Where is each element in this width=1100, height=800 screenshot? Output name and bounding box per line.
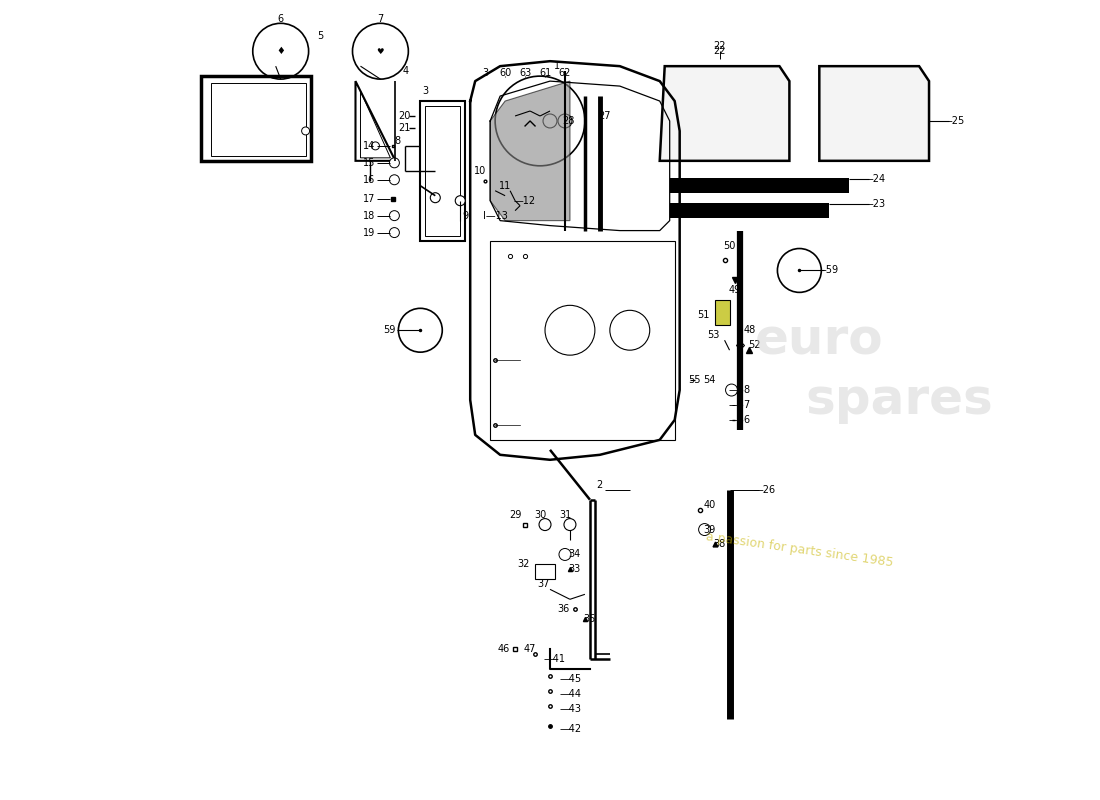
- Text: 49: 49: [728, 286, 740, 295]
- Text: 16: 16: [363, 174, 375, 185]
- Text: 1: 1: [553, 61, 560, 71]
- Text: 61: 61: [539, 68, 551, 78]
- Text: 52: 52: [748, 340, 761, 350]
- Text: 47: 47: [524, 644, 536, 654]
- Text: I—13: I—13: [483, 210, 507, 221]
- Text: 10: 10: [474, 166, 486, 176]
- Text: —12: —12: [514, 196, 536, 206]
- Circle shape: [558, 114, 572, 128]
- Circle shape: [389, 228, 399, 238]
- Circle shape: [455, 196, 465, 206]
- Text: 30: 30: [534, 510, 547, 520]
- Circle shape: [726, 384, 737, 396]
- Polygon shape: [660, 66, 790, 161]
- Polygon shape: [820, 66, 930, 161]
- Polygon shape: [491, 81, 570, 221]
- Text: 17: 17: [363, 194, 375, 204]
- Text: 22: 22: [713, 42, 726, 51]
- Text: —24: —24: [864, 174, 886, 184]
- Text: —45: —45: [560, 674, 582, 684]
- Text: 32: 32: [518, 559, 530, 570]
- Text: 7: 7: [377, 14, 384, 24]
- Text: 60: 60: [499, 68, 512, 78]
- Text: 21: 21: [398, 123, 410, 133]
- Text: spares: spares: [805, 376, 993, 424]
- Circle shape: [559, 549, 571, 561]
- Text: 11: 11: [499, 181, 512, 190]
- Text: —26: —26: [754, 485, 776, 494]
- Circle shape: [372, 142, 379, 150]
- Text: 4: 4: [403, 66, 408, 76]
- Text: 9: 9: [462, 210, 469, 221]
- Circle shape: [544, 306, 595, 355]
- FancyBboxPatch shape: [715, 300, 729, 326]
- Text: 5: 5: [318, 31, 323, 42]
- Circle shape: [539, 518, 551, 530]
- Text: 18: 18: [363, 210, 375, 221]
- Text: 35: 35: [584, 614, 596, 624]
- Text: —42: —42: [560, 724, 582, 734]
- Circle shape: [398, 308, 442, 352]
- Text: 27: 27: [598, 111, 612, 121]
- Text: 40: 40: [704, 500, 716, 510]
- Text: a passion for parts since 1985: a passion for parts since 1985: [705, 530, 894, 569]
- Text: 3: 3: [422, 86, 428, 96]
- Text: 20: 20: [398, 111, 410, 121]
- Text: 46: 46: [498, 644, 510, 654]
- Text: —56: —56: [728, 415, 750, 425]
- Text: 29: 29: [509, 510, 521, 520]
- Text: 31: 31: [559, 510, 571, 520]
- Text: 28: 28: [562, 116, 575, 126]
- Text: 39: 39: [704, 525, 716, 534]
- Text: 51: 51: [697, 310, 710, 320]
- Text: ♦: ♦: [276, 46, 285, 56]
- Text: —57: —57: [728, 400, 750, 410]
- Text: 50: 50: [724, 241, 736, 250]
- Text: 34: 34: [569, 550, 581, 559]
- Circle shape: [495, 76, 585, 166]
- Text: 6: 6: [277, 14, 284, 24]
- Text: 54: 54: [703, 375, 716, 385]
- Circle shape: [389, 174, 399, 185]
- Text: —23: —23: [864, 198, 886, 209]
- Text: 48: 48: [744, 326, 756, 335]
- Circle shape: [389, 210, 399, 221]
- Circle shape: [253, 23, 309, 79]
- Text: —41: —41: [544, 654, 566, 664]
- Text: 37: 37: [538, 579, 550, 590]
- Text: euro: euro: [755, 316, 883, 364]
- Circle shape: [698, 523, 711, 535]
- Text: —59: —59: [816, 266, 838, 275]
- Text: 14: 14: [363, 141, 375, 151]
- Circle shape: [430, 193, 440, 202]
- Circle shape: [609, 310, 650, 350]
- Circle shape: [301, 127, 309, 135]
- Bar: [670, 178, 849, 194]
- Text: 38: 38: [714, 539, 726, 550]
- Text: —25: —25: [943, 116, 965, 126]
- Text: 63: 63: [519, 68, 531, 78]
- Circle shape: [778, 249, 822, 292]
- Bar: [670, 203, 829, 218]
- Text: 19: 19: [363, 227, 375, 238]
- Text: ♥: ♥: [376, 46, 384, 56]
- Circle shape: [389, 158, 399, 168]
- Circle shape: [564, 518, 576, 530]
- Text: 53: 53: [707, 330, 719, 340]
- Text: 55: 55: [689, 375, 701, 385]
- Text: 3: 3: [482, 68, 488, 78]
- Text: 36: 36: [558, 604, 570, 614]
- Text: 59: 59: [383, 326, 395, 335]
- Text: 8: 8: [394, 136, 400, 146]
- Text: —58: —58: [728, 385, 750, 395]
- Text: 62: 62: [559, 68, 571, 78]
- Text: 22: 22: [713, 46, 726, 56]
- Circle shape: [543, 114, 557, 128]
- Circle shape: [352, 23, 408, 79]
- Text: 33: 33: [569, 565, 581, 574]
- Text: —43: —43: [560, 704, 582, 714]
- Text: —44: —44: [560, 689, 582, 699]
- Text: 15: 15: [363, 158, 375, 168]
- Text: 2: 2: [596, 480, 603, 490]
